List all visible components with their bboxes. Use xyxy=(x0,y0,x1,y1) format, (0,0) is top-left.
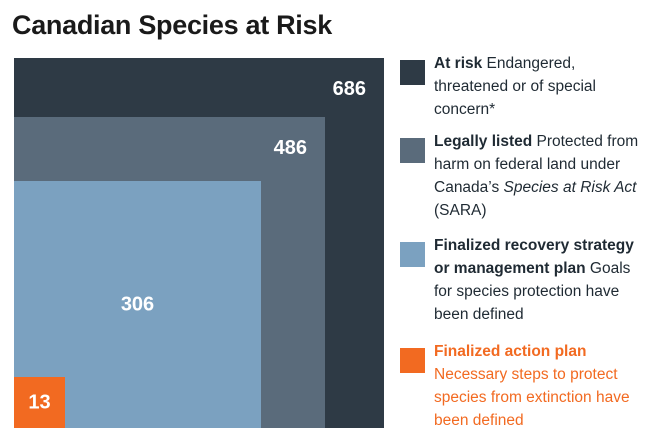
legend-swatch-recovery-strategy xyxy=(400,242,425,267)
legend-desc-action-plan: Necessary steps to protect species from … xyxy=(434,366,630,429)
value-label-legally-listed: 486 xyxy=(273,137,307,159)
legend-desc-recovery-strategy: Goals for species protection have been d… xyxy=(434,260,631,323)
legend-text-action-plan: Finalized action plan Necessary steps to … xyxy=(434,340,646,432)
legend-swatch-legally-listed xyxy=(400,138,425,163)
legend-swatch-action-plan xyxy=(400,348,425,373)
legend-text-legally-listed: Legally listed Protected from harm on fe… xyxy=(434,130,646,222)
legend-text-at-risk: At risk Endangered, threatened or of spe… xyxy=(434,52,646,121)
legend-bold-legally-listed: Legally listed xyxy=(434,133,533,150)
nested-square-chart: 686 486 306 13 xyxy=(14,58,390,428)
value-label-action-plan: 13 xyxy=(28,391,51,413)
square-action-plan: 13 xyxy=(14,377,65,428)
legend-bold-recovery-strategy: Finalized recovery strategy or managemen… xyxy=(434,237,634,277)
legend-bold-at-risk: At risk xyxy=(434,55,483,72)
legend-desc-legally-listed-b: (SARA) xyxy=(434,202,487,219)
legend-bold-action-plan: Finalized action plan xyxy=(434,343,587,360)
value-label-recovery-strategy: 306 xyxy=(120,293,155,315)
legend-swatch-at-risk xyxy=(400,60,425,85)
legend-desc-sara-italic: Species at Risk Act xyxy=(503,179,637,196)
legend-text-recovery-strategy: Finalized recovery strategy or managemen… xyxy=(434,234,646,326)
legend-desc-legally-listed-a: Protected from harm on federal land unde… xyxy=(434,133,639,196)
legend-desc-at-risk: Endangered, threatened or of special con… xyxy=(434,55,596,118)
value-label-at-risk: 686 xyxy=(332,78,366,100)
chart-title: Canadian Species at Risk xyxy=(12,10,332,40)
